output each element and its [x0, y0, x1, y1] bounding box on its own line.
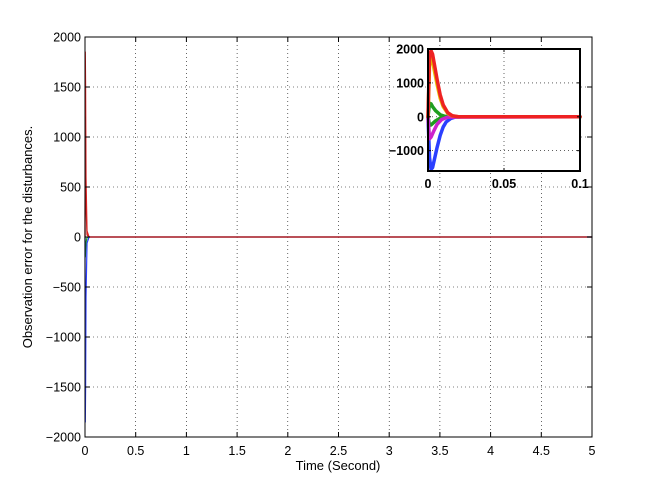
x-axis-label: Time (Second) — [296, 458, 381, 473]
inset-y-tick-labels: −1000 0 1000 2000 — [389, 43, 424, 159]
inset-series-group — [426, 48, 582, 172]
main-x-tick-label: 2 — [284, 444, 291, 458]
main-x-tick-label: 4.5 — [533, 444, 550, 458]
main-y-tick-label: −500 — [53, 281, 81, 295]
main-x-tick-label: 3.5 — [431, 444, 448, 458]
inset-x-tick-label: 0.05 — [492, 177, 516, 191]
inset-series-line-6 — [426, 48, 582, 119]
main-y-tick-label: −2000 — [46, 431, 81, 445]
main-y-tick-label: 1500 — [53, 81, 81, 95]
inset-ticks — [427, 48, 581, 171]
inset-y-tick-label: 0 — [417, 110, 424, 124]
main-x-tick-label: 3 — [386, 444, 393, 458]
main-x-tick-label: 2.5 — [330, 444, 347, 458]
main-x-tick-label: 4 — [487, 444, 494, 458]
main-ticks — [84, 36, 593, 438]
main-x-tick-label: 1 — [183, 444, 190, 458]
inset-y-tick-label: 2000 — [396, 43, 424, 57]
inset-y-tick-label: 1000 — [396, 76, 424, 90]
inset-x-tick-label: 0.1 — [571, 177, 588, 191]
inset-x-tick-labels: 0 0.05 0.1 — [425, 177, 589, 191]
inset-y-tick-label: −1000 — [389, 144, 424, 158]
main-x-tick-label: 1.5 — [228, 444, 245, 458]
main-y-tick-label: 2000 — [53, 31, 81, 45]
main-x-tick-labels: 0 0.5 1 1.5 2 2.5 3 3.5 4 4.5 5 — [82, 444, 596, 458]
main-x-tick-label: 5 — [589, 444, 596, 458]
main-x-tick-label: 0 — [82, 444, 89, 458]
main-y-tick-label: −1500 — [46, 381, 81, 395]
main-y-tick-label: 1000 — [53, 131, 81, 145]
y-axis-label: Observation error for the disturbances. — [20, 126, 35, 349]
main-y-tick-label: −1000 — [46, 331, 81, 345]
main-y-tick-label: 0 — [74, 231, 81, 245]
main-x-tick-label: 0.5 — [127, 444, 144, 458]
inset-series-line-4 — [426, 115, 582, 141]
main-y-tick-labels: −2000 −1500 −1000 −500 0 500 1000 1500 2000 — [46, 31, 81, 445]
inset-x-tick-label: 0 — [425, 177, 432, 191]
main-y-tick-label: 500 — [60, 181, 81, 195]
